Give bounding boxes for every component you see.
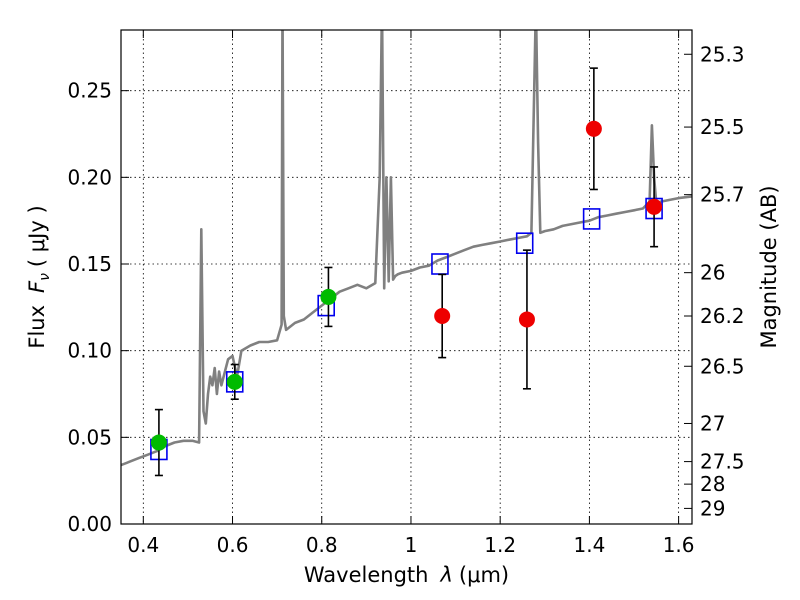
y-tick-label: 0.20: [67, 165, 112, 189]
observed-point-green: [150, 434, 167, 451]
magnitude-tick-label: 27: [700, 411, 725, 435]
y-axis-label: FluxFν( μJy ): [25, 205, 53, 348]
y-tick-label: 0.10: [67, 339, 112, 363]
x-tick-label: 0.6: [217, 533, 249, 557]
x-axis-label: Wavelength λ (μm): [304, 563, 509, 587]
x-tick-label: 0.8: [306, 533, 338, 557]
magnitude-tick-label: 29: [700, 496, 725, 520]
magnitude-tick-label: 25.5: [700, 115, 745, 139]
secondary-y-axis-label: Magnitude (AB): [757, 185, 781, 348]
magnitude-tick-label: 26.5: [700, 354, 745, 378]
x-tick-label: 1.4: [573, 533, 605, 557]
plot-area: [121, 30, 692, 477]
plot-frame: [120, 29, 693, 525]
y-tick-label: 0.25: [67, 79, 112, 103]
observed-point-red: [434, 308, 451, 324]
y-tick-label: 0.00: [67, 512, 112, 536]
sed-template-line: [121, 30, 692, 467]
magnitude-tick-label: 28: [700, 472, 725, 496]
magnitude-tick-label: 26: [700, 261, 725, 285]
model-photometry-box: [515, 232, 534, 254]
magnitude-tick-label: 25.7: [700, 183, 745, 207]
observed-point-green: [226, 373, 243, 390]
x-tick-label: 1.2: [484, 533, 516, 557]
observed-point-red: [518, 311, 535, 328]
y-tick-label: 0.05: [67, 425, 112, 449]
x-tick-label: 0.4: [127, 533, 159, 557]
magnitude-tick-label: 27.5: [700, 450, 745, 474]
magnitude-tick-label: 26.2: [700, 304, 745, 328]
y-tick-label: 0.15: [67, 252, 112, 276]
magnitude-tick-label: 25.3: [700, 42, 745, 66]
observed-point-green: [320, 288, 337, 305]
observed-point-red: [585, 120, 602, 137]
axis-ticks: 0.4 0.6 0.8 1 1.2 1.4 1.6 0.00 0.05 0.10 0.15 0.20 0…: [67, 30, 745, 557]
x-tick-label: 1: [405, 533, 418, 557]
observed-point-red: [646, 198, 663, 215]
x-tick-label: 1.6: [663, 533, 695, 557]
model-photometry-box: [582, 208, 601, 230]
